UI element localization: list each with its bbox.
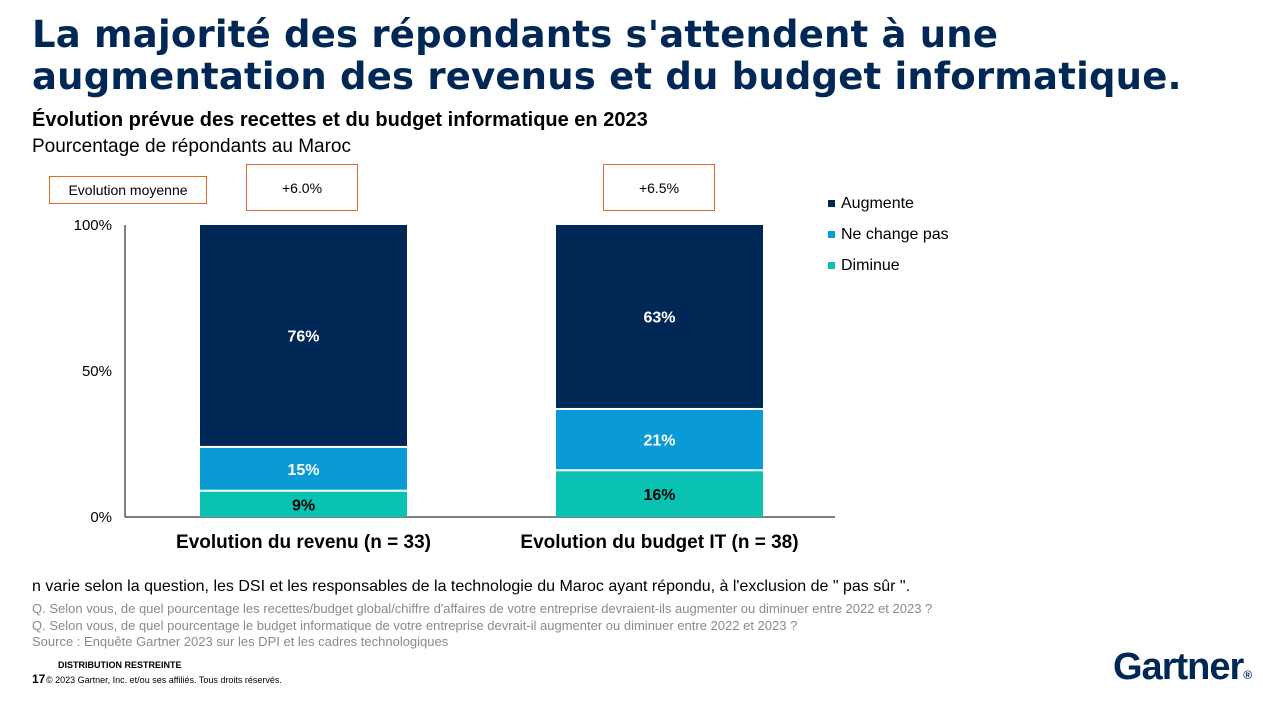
legend-swatch-augmente xyxy=(828,200,835,207)
footnote-source: Source : Enquête Gartner 2023 sur les DP… xyxy=(32,634,449,649)
bar-segment xyxy=(556,225,763,408)
legend-label-augmente: Augmente xyxy=(841,194,914,212)
legend-label-diminue: Diminue xyxy=(841,256,900,274)
distribution-notice: DISTRIBUTION RESTREINTE xyxy=(58,660,182,670)
x-category-label: Evolution du budget IT (n = 38) xyxy=(520,532,798,553)
chart-title: Évolution prévue des recettes et du budg… xyxy=(32,109,648,131)
bar-value-label: 76% xyxy=(287,328,319,345)
legend-label-ne-change-pas: Ne change pas xyxy=(841,225,949,243)
bar-value-label: 15% xyxy=(287,462,319,479)
average-value-revenue: +6.0% xyxy=(246,164,358,211)
y-tick-label: 100% xyxy=(74,217,112,234)
legend-item-diminue: Diminue xyxy=(828,250,949,281)
average-value-it-budget: +6.5% xyxy=(603,164,715,211)
page-title: La majorité des répondants s'attendent à… xyxy=(32,13,1182,98)
bar-value-label: 63% xyxy=(643,309,675,326)
legend-swatch-diminue xyxy=(828,262,835,269)
bar-value-label: 9% xyxy=(292,497,315,514)
chart-subtitle: Pourcentage de répondants au Maroc xyxy=(32,136,351,157)
y-tick-label: 0% xyxy=(90,509,112,526)
footnote-question-2: Q. Selon vous, de quel pourcentage le bu… xyxy=(32,618,798,633)
bar-value-label: 16% xyxy=(643,487,675,504)
legend-item-ne-change-pas: Ne change pas xyxy=(828,219,949,250)
logo-registered-mark: ® xyxy=(1243,668,1252,682)
footnote-question-1: Q. Selon vous, de quel pourcentage les r… xyxy=(32,601,933,616)
chart-legend: Augmente Ne change pas Diminue xyxy=(828,188,949,281)
average-label-box: Evolution moyenne xyxy=(49,176,207,204)
logo-text: Gartner xyxy=(1113,646,1244,688)
bar-value-label: 21% xyxy=(643,433,675,450)
bar-segment xyxy=(200,491,407,517)
bar-segment xyxy=(200,225,407,446)
gartner-logo: Gartner® xyxy=(1113,646,1252,689)
bar-segment xyxy=(556,409,763,470)
copyright: © 2023 Gartner, Inc. et/ou ses affiliés.… xyxy=(46,675,282,685)
bar-segment xyxy=(200,447,407,490)
footnote-n: n varie selon la question, les DSI et le… xyxy=(32,578,911,595)
bar-segment xyxy=(556,471,763,517)
legend-item-augmente: Augmente xyxy=(828,188,949,219)
legend-swatch-ne-change-pas xyxy=(828,231,835,238)
page-number: 17 xyxy=(32,672,46,686)
x-category-label: Evolution du revenu (n = 33) xyxy=(176,532,431,553)
y-tick-label: 50% xyxy=(82,363,112,380)
